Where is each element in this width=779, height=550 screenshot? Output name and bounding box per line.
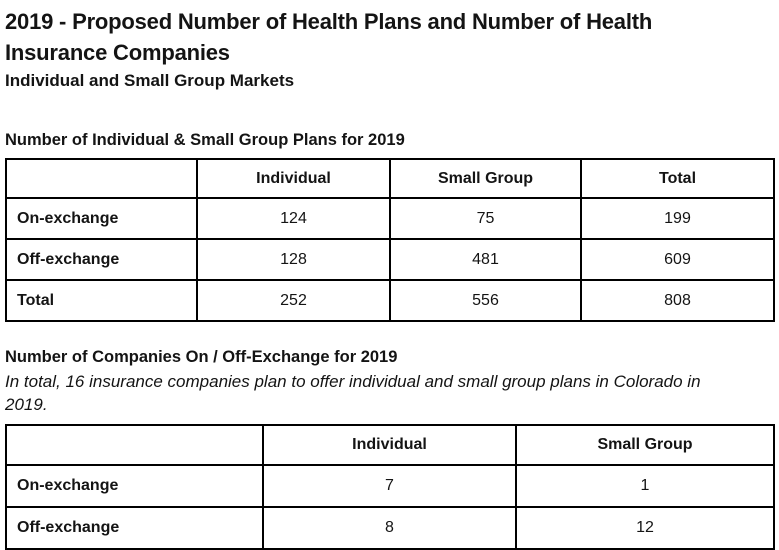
row-label: On-exchange (5, 197, 198, 240)
table-row-total: Total 252 556 808 (5, 279, 775, 322)
page-title-line-2: Insurance Companies (5, 40, 230, 65)
companies-note-line-2: 2019. (5, 395, 48, 414)
column-header-empty (5, 158, 198, 199)
page-subtitle: Individual and Small Group Markets (5, 71, 295, 90)
cell-individual: 252 (196, 279, 391, 322)
companies-note: In total, 16 insurance companies plan to… (5, 370, 773, 416)
companies-table-header-row: Individual Small Group (5, 424, 775, 466)
cell-small-group: 75 (389, 197, 582, 240)
cell-individual: 7 (262, 464, 517, 508)
table-row-on-exchange: On-exchange 124 75 199 (5, 197, 775, 240)
cell-total: 199 (580, 197, 775, 240)
cell-small-group: 556 (389, 279, 582, 322)
column-header-empty (5, 424, 264, 466)
cell-total: 609 (580, 238, 775, 281)
column-header-total: Total (580, 158, 775, 199)
column-header-individual: Individual (262, 424, 517, 466)
table-row-off-exchange: Off-exchange 8 12 (5, 506, 775, 550)
page-title: 2019 - Proposed Number of Health Plans a… (5, 6, 773, 68)
column-header-individual: Individual (196, 158, 391, 199)
cell-total: 808 (580, 279, 775, 322)
column-header-small-group: Small Group (389, 158, 582, 199)
table-row-on-exchange: On-exchange 7 1 (5, 464, 775, 508)
cell-small-group: 12 (515, 506, 775, 550)
plans-table-header-row: Individual Small Group Total (5, 158, 775, 199)
cell-small-group: 481 (389, 238, 582, 281)
cell-individual: 124 (196, 197, 391, 240)
companies-note-line-1: In total, 16 insurance companies plan to… (5, 372, 701, 391)
row-label: On-exchange (5, 464, 264, 508)
row-label: Off-exchange (5, 506, 264, 550)
cell-individual: 8 (262, 506, 517, 550)
table-row-off-exchange: Off-exchange 128 481 609 (5, 238, 775, 281)
companies-table: Individual Small Group On-exchange 7 1 O… (5, 424, 775, 550)
cell-individual: 128 (196, 238, 391, 281)
row-label: Off-exchange (5, 238, 198, 281)
page-title-line-1: 2019 - Proposed Number of Health Plans a… (5, 9, 653, 34)
row-label: Total (5, 279, 198, 322)
plans-table-caption: Number of Individual & Small Group Plans… (5, 131, 405, 149)
cell-small-group: 1 (515, 464, 775, 508)
plans-table: Individual Small Group Total On-exchange… (5, 158, 775, 322)
companies-table-caption: Number of Companies On / Off-Exchange fo… (5, 348, 398, 366)
column-header-small-group: Small Group (515, 424, 775, 466)
